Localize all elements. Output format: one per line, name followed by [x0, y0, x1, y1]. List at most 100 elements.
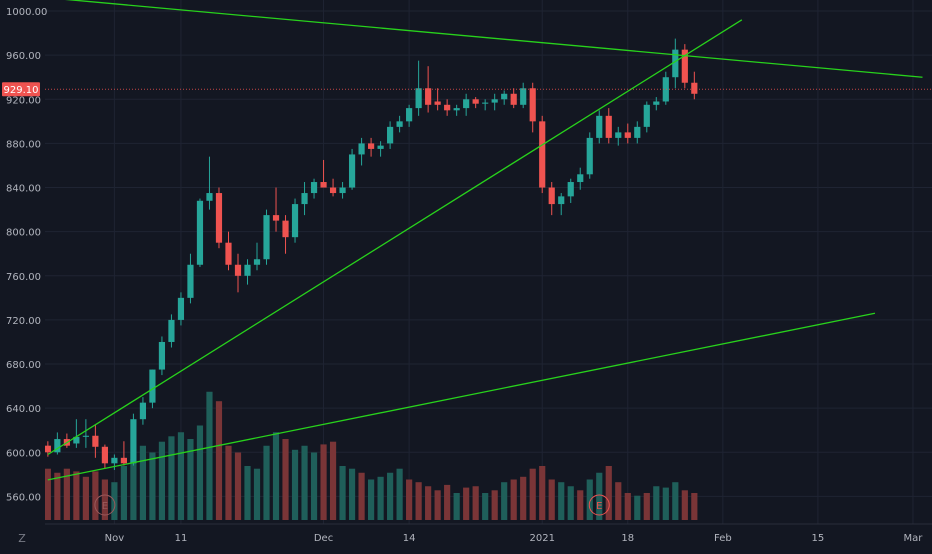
volume-bar	[253, 468, 261, 520]
candle-body[interactable]	[282, 220, 289, 238]
candle-body[interactable]	[434, 101, 441, 105]
candle-body[interactable]	[377, 145, 384, 149]
time-axis-label: Feb	[714, 533, 732, 544]
earnings-marker-circle[interactable]	[588, 494, 610, 516]
candle-body[interactable]	[348, 154, 356, 188]
time-axis-label: Mar	[904, 533, 924, 544]
candle-body[interactable]	[272, 215, 280, 221]
candle-body[interactable]	[120, 457, 127, 464]
candle-body[interactable]	[320, 182, 327, 188]
candle-body[interactable]	[605, 115, 612, 138]
candle-body[interactable]	[139, 402, 147, 420]
candle-body[interactable]	[111, 457, 118, 464]
candle-body[interactable]	[567, 182, 574, 197]
bottom-left-corner[interactable]: Z	[0, 524, 45, 550]
candle-body[interactable]	[577, 174, 584, 183]
candle-body[interactable]	[44, 445, 51, 453]
trendline[interactable]	[47, 312, 876, 481]
candle-body[interactable]	[339, 187, 346, 194]
candle-body[interactable]	[92, 435, 99, 447]
candle-body[interactable]	[73, 436, 80, 444]
candle-body[interactable]	[691, 82, 698, 94]
candle-body[interactable]	[168, 319, 175, 342]
candle-body[interactable]	[187, 264, 194, 298]
candle-body[interactable]	[444, 104, 451, 111]
candle-body[interactable]	[263, 215, 270, 260]
volume-bar	[415, 482, 422, 520]
candle-body[interactable]	[634, 126, 641, 138]
candle-body[interactable]	[643, 104, 650, 127]
candle-body[interactable]	[548, 187, 555, 205]
candle-body[interactable]	[596, 115, 603, 138]
volume-bar	[387, 472, 394, 520]
candle-body[interactable]	[529, 88, 536, 122]
candle-body[interactable]	[662, 77, 669, 102]
candle-body[interactable]	[415, 88, 422, 109]
candle-body[interactable]	[491, 99, 498, 103]
trendlines[interactable]	[47, 0, 923, 481]
tradingview-z-icon[interactable]: Z	[18, 532, 26, 545]
candle-body[interactable]	[158, 341, 166, 370]
candle-body[interactable]	[225, 242, 232, 265]
candle-body[interactable]	[101, 446, 108, 464]
candle-body[interactable]	[539, 121, 546, 188]
volume-bar	[244, 466, 251, 520]
candlesticks[interactable]	[44, 38, 698, 470]
candle-body[interactable]	[586, 137, 593, 175]
candle-body[interactable]	[130, 419, 137, 464]
volume-bar	[358, 472, 365, 520]
candle-body[interactable]	[624, 132, 631, 138]
candle-body[interactable]	[310, 182, 318, 194]
candle-body[interactable]	[206, 193, 213, 201]
candle-body[interactable]	[453, 108, 460, 111]
candle-body[interactable]	[54, 439, 61, 453]
candle-body[interactable]	[472, 99, 479, 104]
volume-bar	[348, 468, 356, 520]
time-axis[interactable]: Nov 11 Dec 14 2021 18 Feb 15 Mar	[45, 523, 932, 544]
candle-body[interactable]	[367, 143, 375, 149]
candle-body[interactable]	[681, 49, 688, 83]
earnings-marker-circle[interactable]	[94, 494, 116, 516]
candle-body[interactable]	[406, 108, 413, 122]
candle-body[interactable]	[510, 93, 517, 105]
candle-body[interactable]	[463, 99, 470, 109]
candle-body[interactable]	[672, 49, 679, 78]
candle-body[interactable]	[615, 132, 622, 138]
candle-body[interactable]	[329, 187, 337, 194]
volume-bar	[187, 439, 194, 520]
candle-body[interactable]	[520, 88, 527, 105]
candle-body[interactable]	[244, 264, 251, 276]
candle-body[interactable]	[358, 143, 365, 155]
price-axis-bg	[0, 0, 45, 524]
time-axis-label: Dec	[314, 533, 333, 544]
candle-body[interactable]	[234, 264, 242, 276]
volume-bar	[282, 439, 289, 520]
candle-body[interactable]	[291, 204, 299, 238]
volume-bar	[120, 466, 127, 520]
volume-bar	[548, 479, 555, 520]
candle-body[interactable]	[558, 196, 565, 205]
volume-bar	[272, 432, 280, 520]
candle-body[interactable]	[253, 259, 261, 265]
candle-body[interactable]	[482, 102, 489, 104]
candle-body[interactable]	[301, 193, 308, 205]
candle-body[interactable]	[425, 88, 432, 105]
volume-bar	[615, 482, 622, 520]
candle-body[interactable]	[501, 93, 508, 100]
candle-body[interactable]	[387, 126, 394, 144]
price-axis[interactable]: 1000.00 960.00 920.00 880.00 840.00 800.00 760…	[0, 0, 47, 524]
last-price-badge[interactable]	[2, 82, 40, 97]
time-axis-label: Nov	[105, 533, 125, 544]
trendline[interactable]	[47, 19, 743, 456]
candle-body[interactable]	[177, 297, 185, 320]
trendline[interactable]	[48, 0, 923, 78]
candle-body[interactable]	[82, 435, 89, 437]
candle-body[interactable]	[196, 200, 204, 265]
candle-body[interactable]	[396, 121, 403, 127]
candle-body[interactable]	[653, 101, 660, 105]
candle-body[interactable]	[149, 369, 156, 403]
candle-body[interactable]	[215, 193, 223, 243]
